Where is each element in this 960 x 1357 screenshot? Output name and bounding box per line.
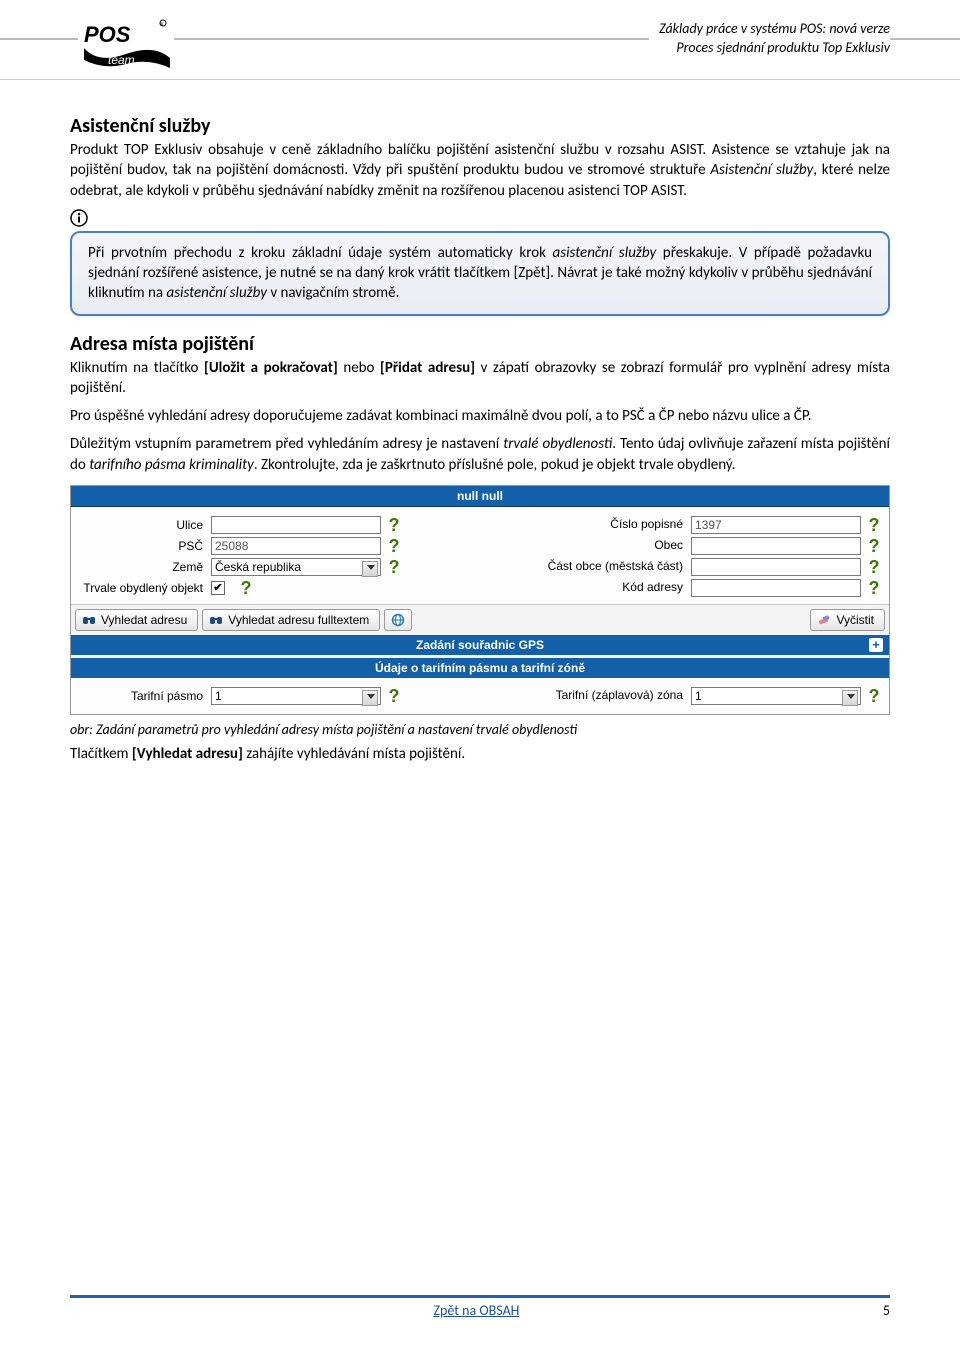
help-icon[interactable]: ? xyxy=(385,516,403,534)
vyhledat-adresu-button[interactable]: Vyhledat adresu xyxy=(75,609,198,631)
label-cast-obce: Část obce (městská část) xyxy=(537,560,687,574)
select-tarifni-zona[interactable]: 1 xyxy=(691,687,861,705)
form-section-gps[interactable]: Zadání souřadnic GPS + xyxy=(71,635,889,655)
binoculars-icon xyxy=(209,613,223,627)
chevron-down-icon xyxy=(367,694,375,699)
label-trvale: Trvale obydlený objekt xyxy=(77,581,207,595)
input-psc[interactable] xyxy=(211,537,381,555)
heading-adresa: Adresa místa pojištění xyxy=(70,332,890,356)
callout-box: Při prvotním přechodu z kroku základní ú… xyxy=(70,231,890,316)
vycistit-button[interactable]: Vyčistit xyxy=(810,609,885,631)
heading-asistencni: Asistenční služby xyxy=(70,114,890,138)
label-obec: Obec xyxy=(537,539,687,553)
form-section-tarif: Údaje o tarifním pásmu a tarifní zóně xyxy=(71,658,889,678)
map-button[interactable] xyxy=(384,609,412,631)
help-icon[interactable]: ? xyxy=(385,558,403,576)
callout-text: Při prvotním přechodu z kroku základní ú… xyxy=(88,243,872,304)
input-cast-obce[interactable] xyxy=(691,558,861,576)
para-s2-1: Kliknutím na tlačítko [Uložit a pokračov… xyxy=(70,358,890,399)
label-tarifni-zona: Tarifní (záplavová) zóna xyxy=(537,689,687,703)
header-titles: Základy práce v systému POS: nová verze … xyxy=(649,20,890,58)
input-cislo[interactable] xyxy=(691,516,861,534)
binoculars-icon xyxy=(82,613,96,627)
form-button-bar: Vyhledat adresu Vyhledat adresu fulltext… xyxy=(71,604,889,635)
page-header: POS team R Základy práce v systému POS: … xyxy=(0,0,960,80)
globe-icon xyxy=(391,613,405,627)
figure-caption: obr: Zadání parametrů pro vyhledání adre… xyxy=(70,721,890,738)
help-icon[interactable]: ? xyxy=(385,687,403,705)
form-screenshot: null null Ulice ? Číslo popisné ? PSČ ? … xyxy=(70,485,890,715)
page-content: Asistenční služby Produkt TOP Exklusiv o… xyxy=(0,80,960,764)
label-tarifni-pasmo: Tarifní pásmo xyxy=(77,689,207,703)
label-ulice: Ulice xyxy=(77,518,207,532)
expand-icon[interactable]: + xyxy=(869,638,883,652)
svg-text:POS: POS xyxy=(84,22,131,47)
info-icon xyxy=(70,209,890,227)
eraser-icon xyxy=(817,613,831,627)
para-s2-3: Důležitým vstupním parametrem před vyhle… xyxy=(70,434,890,475)
page-footer: Zpět na OBSAH 5 xyxy=(70,1295,890,1319)
help-icon[interactable]: ? xyxy=(385,537,403,555)
label-kod-adresy: Kód adresy xyxy=(537,581,687,595)
svg-text:team: team xyxy=(108,53,135,67)
logo-pos-team: POS team R xyxy=(78,18,174,74)
para-s1: Produkt TOP Exklusiv obsahuje v ceně zák… xyxy=(70,140,890,201)
help-icon[interactable]: ? xyxy=(865,579,883,597)
chevron-down-icon xyxy=(847,694,855,699)
form-titlebar: null null xyxy=(71,486,889,507)
label-cislo: Číslo popisné xyxy=(537,518,687,532)
para-s2-2: Pro úspěšné vyhledání adresy doporučujem… xyxy=(70,406,890,426)
select-tarifni-pasmo[interactable]: 1 xyxy=(211,687,381,705)
header-title-2: Proces sjednání produktu Top Exklusiv xyxy=(659,39,890,58)
help-icon[interactable]: ? xyxy=(865,537,883,555)
label-psc: PSČ xyxy=(77,539,207,553)
back-to-toc-link[interactable]: Zpět na OBSAH xyxy=(433,1302,519,1319)
vyhledat-fulltext-button[interactable]: Vyhledat adresu fulltextem xyxy=(202,609,380,631)
input-obec[interactable] xyxy=(691,537,861,555)
help-icon[interactable]: ? xyxy=(237,579,255,597)
select-zeme[interactable]: Česká republika xyxy=(211,558,381,576)
label-zeme: Země xyxy=(77,560,207,574)
checkbox-trvale[interactable]: ✔ xyxy=(211,581,225,595)
svg-text:R: R xyxy=(161,22,164,28)
para-after: Tlačítkem [Vyhledat adresu] zahájíte vyh… xyxy=(70,744,890,764)
help-icon[interactable]: ? xyxy=(865,558,883,576)
input-kod-adresy[interactable] xyxy=(691,579,861,597)
header-title-1: Základy práce v systému POS: nová verze xyxy=(659,20,890,39)
chevron-down-icon xyxy=(367,565,375,570)
help-icon[interactable]: ? xyxy=(865,687,883,705)
page-number: 5 xyxy=(883,1302,890,1319)
help-icon[interactable]: ? xyxy=(865,516,883,534)
input-ulice[interactable] xyxy=(211,516,381,534)
form-body: Ulice ? Číslo popisné ? PSČ ? Obec ? Zem… xyxy=(71,507,889,604)
